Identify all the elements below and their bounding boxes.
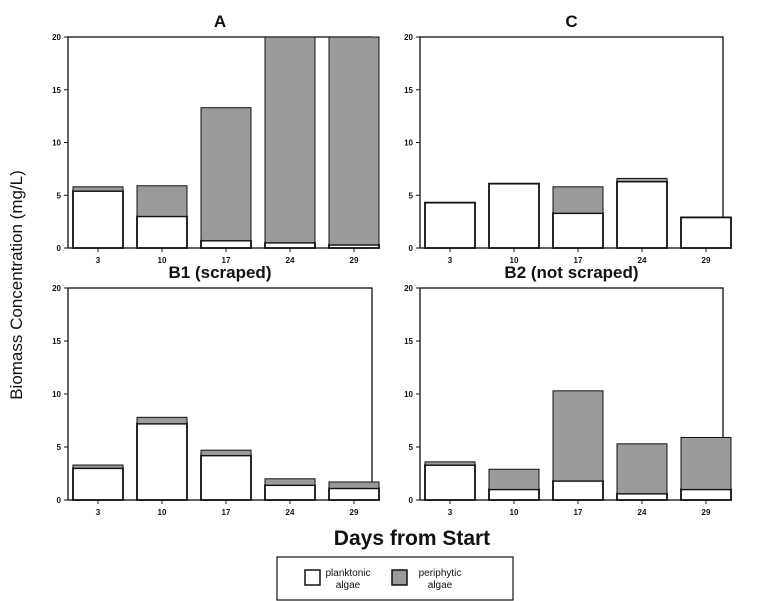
x-tick-label: 17: [222, 256, 231, 265]
y-tick-label: 10: [404, 390, 413, 399]
panel-title: B2 (not scraped): [504, 263, 638, 282]
bar-planktonic: [616, 180, 668, 249]
bar-periphytic: [424, 461, 476, 466]
bar-periphytic: [328, 36, 380, 246]
y-tick-label: 0: [57, 496, 62, 505]
bar-periphytic: [552, 186, 604, 214]
y-tick-label: 20: [52, 284, 61, 293]
bar-planktonic: [552, 212, 604, 249]
bar-planktonic: [200, 454, 252, 501]
x-tick-label: 29: [350, 256, 359, 265]
x-tick-label: 29: [702, 508, 711, 517]
bar-planktonic: [488, 182, 540, 249]
x-tick-label: 17: [574, 508, 583, 517]
y-tick-label: 5: [57, 191, 62, 200]
bar-periphytic: [264, 478, 316, 486]
bar-planktonic: [424, 201, 476, 249]
legend-label-planktonic-line1: planktonic: [325, 568, 370, 579]
panel-title: C: [565, 12, 577, 31]
y-tick-label: 10: [52, 139, 61, 148]
x-tick-label: 29: [702, 256, 711, 265]
panel-1: C 0 5 10 15 20 3 10 17 24 29: [404, 12, 732, 265]
x-tick-label: 10: [158, 256, 167, 265]
y-tick-label: 5: [409, 443, 414, 452]
x-tick-label: 17: [574, 256, 583, 265]
bar-planktonic: [424, 464, 476, 501]
bar-planktonic: [488, 488, 540, 501]
y-tick-label: 5: [409, 191, 414, 200]
y-tick-label: 0: [57, 244, 62, 253]
bar-periphytic: [264, 36, 316, 244]
bar-planktonic: [264, 484, 316, 501]
panel-title: B1 (scraped): [169, 263, 272, 282]
bar-periphytic: [488, 468, 540, 490]
y-tick-label: 15: [52, 337, 61, 346]
x-tick-label: 29: [350, 508, 359, 517]
x-tick-label: 24: [286, 508, 295, 517]
bar-periphytic: [616, 177, 668, 183]
panel-3: B2 (not scraped) 0 5 10 15 20 3 10 17 24 29: [404, 263, 732, 517]
bar-planktonic: [552, 480, 604, 501]
x-tick-label: 24: [638, 508, 647, 517]
x-tick-label: 24: [638, 256, 647, 265]
bar-periphytic: [136, 416, 188, 425]
y-tick-label: 20: [404, 284, 413, 293]
y-tick-label: 0: [409, 244, 414, 253]
bar-planktonic: [200, 239, 252, 249]
bar-periphytic: [136, 185, 188, 217]
y-axis-label: Biomass Concentration (mg/L): [7, 170, 26, 400]
x-tick-label: 24: [286, 256, 295, 265]
x-tick-label: 10: [158, 508, 167, 517]
x-tick-label: 10: [510, 256, 519, 265]
x-tick-label: 3: [448, 256, 453, 265]
bar-periphytic: [680, 436, 732, 490]
bar-periphytic: [552, 390, 604, 482]
bar-planktonic: [136, 215, 188, 249]
x-tick-label: 10: [510, 508, 519, 517]
bar-planktonic: [264, 241, 316, 249]
y-tick-label: 10: [404, 139, 413, 148]
bar-periphytic: [72, 186, 124, 192]
x-tick-label: 17: [222, 508, 231, 517]
y-tick-label: 10: [52, 390, 61, 399]
bar-planktonic: [680, 488, 732, 501]
bar-periphytic: [200, 107, 252, 242]
panel-0: A 0 5 10 15 20 3 10 17 24 29: [52, 12, 380, 265]
y-tick-label: 15: [404, 86, 413, 95]
y-tick-label: 15: [52, 86, 61, 95]
legend-label-periphytic-line2: algae: [428, 580, 453, 591]
bar-planktonic: [616, 492, 668, 501]
y-tick-label: 0: [409, 496, 414, 505]
legend: planktonic algae periphytic algae: [276, 556, 514, 601]
legend-label-planktonic-line2: algae: [336, 580, 361, 591]
bar-periphytic: [328, 481, 380, 489]
x-tick-label: 3: [448, 508, 453, 517]
bar-planktonic: [136, 422, 188, 501]
y-tick-label: 15: [404, 337, 413, 346]
legend-swatch-periphytic: [391, 569, 408, 586]
panel-title: A: [214, 12, 226, 31]
x-tick-label: 3: [96, 256, 101, 265]
bar-periphytic: [616, 443, 668, 495]
y-tick-label: 20: [52, 33, 61, 42]
bar-periphytic: [72, 464, 124, 469]
x-axis-label: Days from Start: [334, 527, 490, 550]
legend-swatch-planktonic: [304, 569, 321, 586]
x-tick-label: 3: [96, 508, 101, 517]
legend-label-periphytic-line1: periphytic: [419, 568, 462, 579]
bar-planktonic: [328, 487, 380, 501]
bar-planktonic: [72, 190, 124, 249]
bar-planktonic: [680, 216, 732, 249]
panel-2: B1 (scraped) 0 5 10 15 20 3 10 17 24 29: [52, 263, 380, 517]
y-tick-label: 5: [57, 443, 62, 452]
y-tick-label: 20: [404, 33, 413, 42]
bar-periphytic: [200, 449, 252, 456]
bar-planktonic: [72, 467, 124, 501]
